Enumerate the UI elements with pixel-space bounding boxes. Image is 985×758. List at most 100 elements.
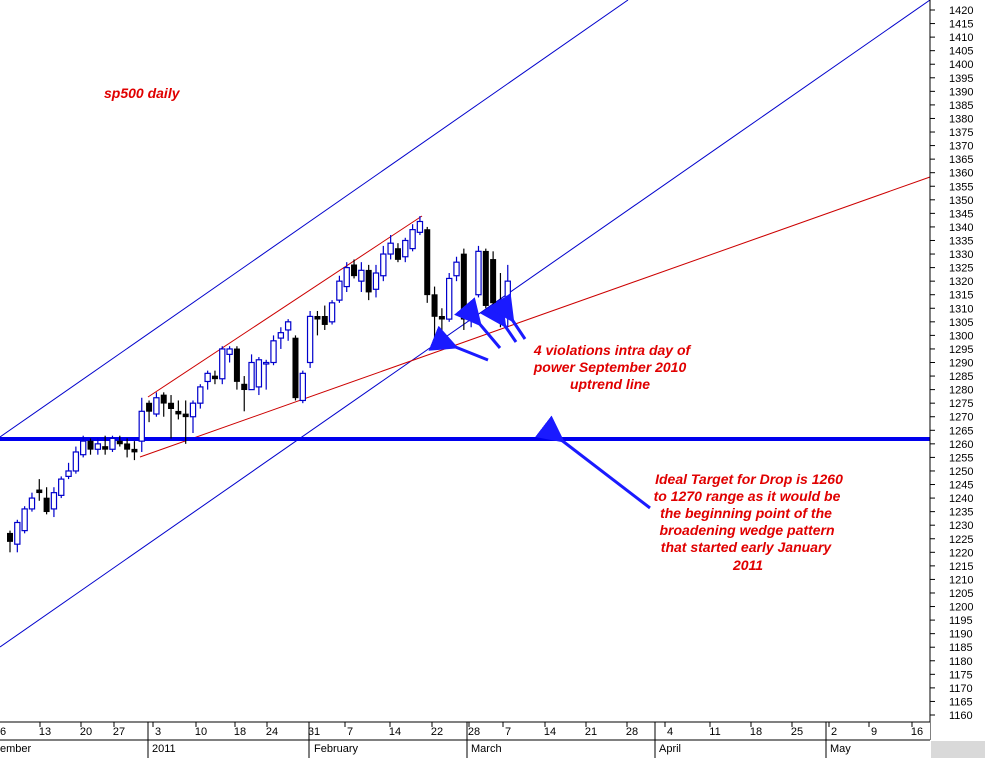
x-tick-label: 31 — [308, 726, 320, 738]
wedge-line-upper — [147, 215, 423, 398]
candle-body — [402, 239, 409, 258]
y-tick-label: 1295 — [949, 344, 973, 356]
x-tick-label: 21 — [585, 726, 597, 738]
x-tick-label: 2 — [831, 726, 837, 738]
y-tick-label: 1195 — [949, 615, 973, 627]
candle-body — [7, 532, 13, 542]
candle — [343, 262, 350, 292]
y-tick-label: 1325 — [949, 263, 973, 275]
candle-body — [233, 348, 240, 382]
month-label: March — [471, 743, 502, 755]
candle — [424, 226, 431, 303]
y-tick-label: 1415 — [949, 19, 973, 31]
candle-body — [36, 489, 43, 494]
annotation-violations-1: 4 violations intra day of — [533, 342, 692, 358]
candle-body — [446, 277, 453, 320]
y-tick-label: 1335 — [949, 235, 973, 247]
candle — [58, 476, 65, 499]
x-tick-label: 28 — [468, 726, 480, 738]
candle-body — [241, 383, 248, 391]
y-tick-label: 1275 — [949, 398, 973, 410]
annotation-target-1: Ideal Target for Drop is 1260 — [655, 471, 843, 487]
x-tick-label: 20 — [80, 726, 92, 738]
candle — [321, 305, 328, 330]
candle-body — [226, 348, 233, 355]
candle — [79, 435, 87, 458]
x-axis: 6 13 20 27 3 10 18 24 31 7 14 22 28 7 14 21 28 4 11 18 25 2 9 1… — [0, 721, 930, 758]
y-tick-label: 1355 — [949, 181, 973, 193]
y-tick-label: 1175 — [949, 669, 973, 681]
candle — [387, 235, 394, 260]
x-tick-label: 6 — [0, 726, 6, 738]
y-tick-label: 1240 — [949, 493, 973, 505]
candle — [233, 346, 240, 390]
candle — [43, 487, 50, 515]
annotation-target-4: broadening wedge pattern — [659, 522, 834, 538]
x-tick-label: 10 — [195, 726, 207, 738]
candle-body — [387, 242, 394, 255]
candle-body — [255, 359, 263, 388]
candle — [277, 327, 285, 349]
candle-body — [138, 410, 145, 442]
candle-body — [336, 280, 343, 301]
candle-body — [467, 313, 475, 320]
channel-line-upper — [0, 0, 629, 438]
arrows — [428, 293, 651, 510]
candle-body — [50, 492, 58, 510]
candle-body — [351, 264, 358, 277]
y-tick-label: 1165 — [949, 696, 973, 708]
candle — [131, 441, 138, 461]
y-tick-label: 1285 — [949, 371, 973, 383]
candle — [219, 346, 226, 385]
x-tick-label: 24 — [266, 726, 278, 738]
y-tick-label: 1410 — [949, 32, 973, 44]
corner-box — [931, 741, 985, 758]
candle — [241, 376, 248, 412]
y-tick-label: 1330 — [949, 249, 973, 261]
y-tick-label: 1170 — [949, 683, 973, 695]
x-tick-label: 25 — [791, 726, 803, 738]
candle-body — [58, 478, 65, 496]
y-tick-label: 1360 — [949, 168, 973, 180]
y-tick-label: 1405 — [949, 46, 973, 58]
y-tick-label: 1365 — [949, 154, 973, 166]
y-tick-label: 1210 — [949, 574, 973, 586]
y-tick-label: 1215 — [949, 561, 973, 573]
y-tick-label: 1260 — [949, 439, 973, 451]
candle — [87, 438, 94, 455]
y-tick-label: 1205 — [949, 588, 973, 600]
candle-body — [219, 348, 226, 380]
y-tick-label: 1250 — [949, 466, 973, 478]
month-label: ember — [0, 743, 32, 755]
candle — [72, 446, 80, 474]
y-tick-label: 1265 — [949, 425, 973, 437]
y-tick-label: 1200 — [949, 602, 973, 614]
candle — [50, 487, 58, 518]
annotation-target-5: that started early January — [661, 539, 833, 555]
candle — [270, 335, 277, 366]
candle — [36, 479, 43, 501]
candle-body — [424, 229, 431, 296]
candle — [328, 300, 336, 325]
candle-body — [160, 394, 167, 404]
x-tick-label: 27 — [113, 726, 125, 738]
candle-body — [314, 316, 321, 320]
y-tick-label: 1220 — [949, 547, 973, 559]
candle-body — [116, 440, 123, 445]
candle-body — [28, 497, 36, 510]
candle-body — [490, 259, 497, 304]
candle-body — [416, 220, 424, 233]
candle-body — [146, 402, 153, 412]
x-tick-label: 22 — [431, 726, 443, 738]
candle — [336, 275, 343, 303]
x-tick-label: 28 — [626, 726, 638, 738]
x-tick-label: 18 — [750, 726, 762, 738]
candle-body — [328, 302, 336, 323]
candle — [292, 335, 299, 401]
y-tick-label: 1160 — [949, 710, 973, 722]
candle — [482, 248, 489, 309]
candle-body — [65, 470, 72, 477]
candle-body — [358, 269, 365, 282]
